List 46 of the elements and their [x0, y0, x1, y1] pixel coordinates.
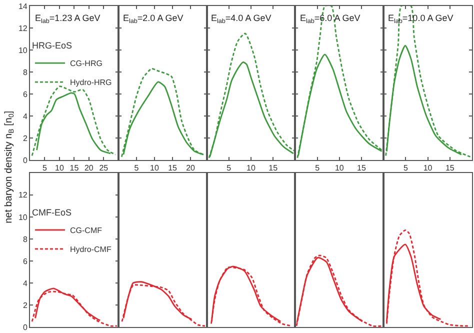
x-tick-label: 25 [99, 164, 109, 173]
y-tick-label: 8 [22, 68, 28, 77]
x-tick-label: 10 [334, 164, 344, 173]
line-series [31, 290, 118, 327]
text: E$_{lab}$=4.0 A GeV [211, 13, 272, 25]
y-tick-label: 12 [18, 24, 28, 33]
legend-label: Hydro-HRG [70, 78, 112, 88]
line-series [31, 86, 116, 156]
y-tick-label: 0 [22, 156, 28, 165]
text: E$_{lab}$=6.0 A GeV [300, 13, 360, 25]
x-tick-label: 5 [134, 164, 140, 173]
y-tick-label: 8 [22, 234, 28, 244]
y-tick-label: 10 [18, 212, 28, 222]
x-tick-label: 5 [315, 164, 320, 173]
y-tick-label: 4 [22, 112, 28, 121]
legend-label: CG-CMF [70, 226, 102, 236]
x-tick-label: 15 [445, 164, 455, 173]
legend-title: HRG-EoS [32, 40, 72, 51]
x-tick-label: 5 [403, 164, 408, 173]
x-tick-label: 10 [150, 164, 160, 173]
y-tick-label: 10 [18, 46, 28, 55]
x-tick-label: 15 [70, 164, 80, 173]
legend-label: Hydro-CMF [70, 245, 112, 254]
y-tick-label: 14 [18, 2, 28, 11]
text: E$_{lab}$=2.0 A GeV [123, 13, 184, 25]
y-tick-label: 4 [22, 278, 28, 288]
x-tick-label: 15 [357, 164, 366, 173]
y-tick-label: 2 [22, 300, 28, 310]
x-tick-label: 10 [246, 164, 256, 173]
y-tick-label: 6 [22, 256, 28, 266]
text: E$_{lab}$=1.23 A GeV [35, 13, 100, 25]
x-tick-label: 15 [268, 164, 278, 173]
y-tick-label: 2 [22, 134, 28, 143]
x-tick-label: 10 [55, 164, 64, 173]
y-tick-label: 6 [22, 90, 28, 99]
text: E$_{lab}$=10.0 A GeV [388, 13, 454, 25]
y-tick-label: 0 [22, 322, 28, 332]
x-tick-label: 10 [423, 164, 433, 173]
y-tick-label: 12 [18, 190, 28, 200]
x-tick-label: 5 [226, 164, 232, 173]
x-tick-label: 5 [42, 164, 48, 173]
legend-title: CMF-EoS [32, 207, 72, 218]
x-tick-label: 20 [84, 164, 94, 173]
legend-label: CG-HRG [70, 59, 102, 68]
x-tick-label: 15 [168, 164, 178, 173]
x-tick-label: 20 [186, 164, 196, 173]
